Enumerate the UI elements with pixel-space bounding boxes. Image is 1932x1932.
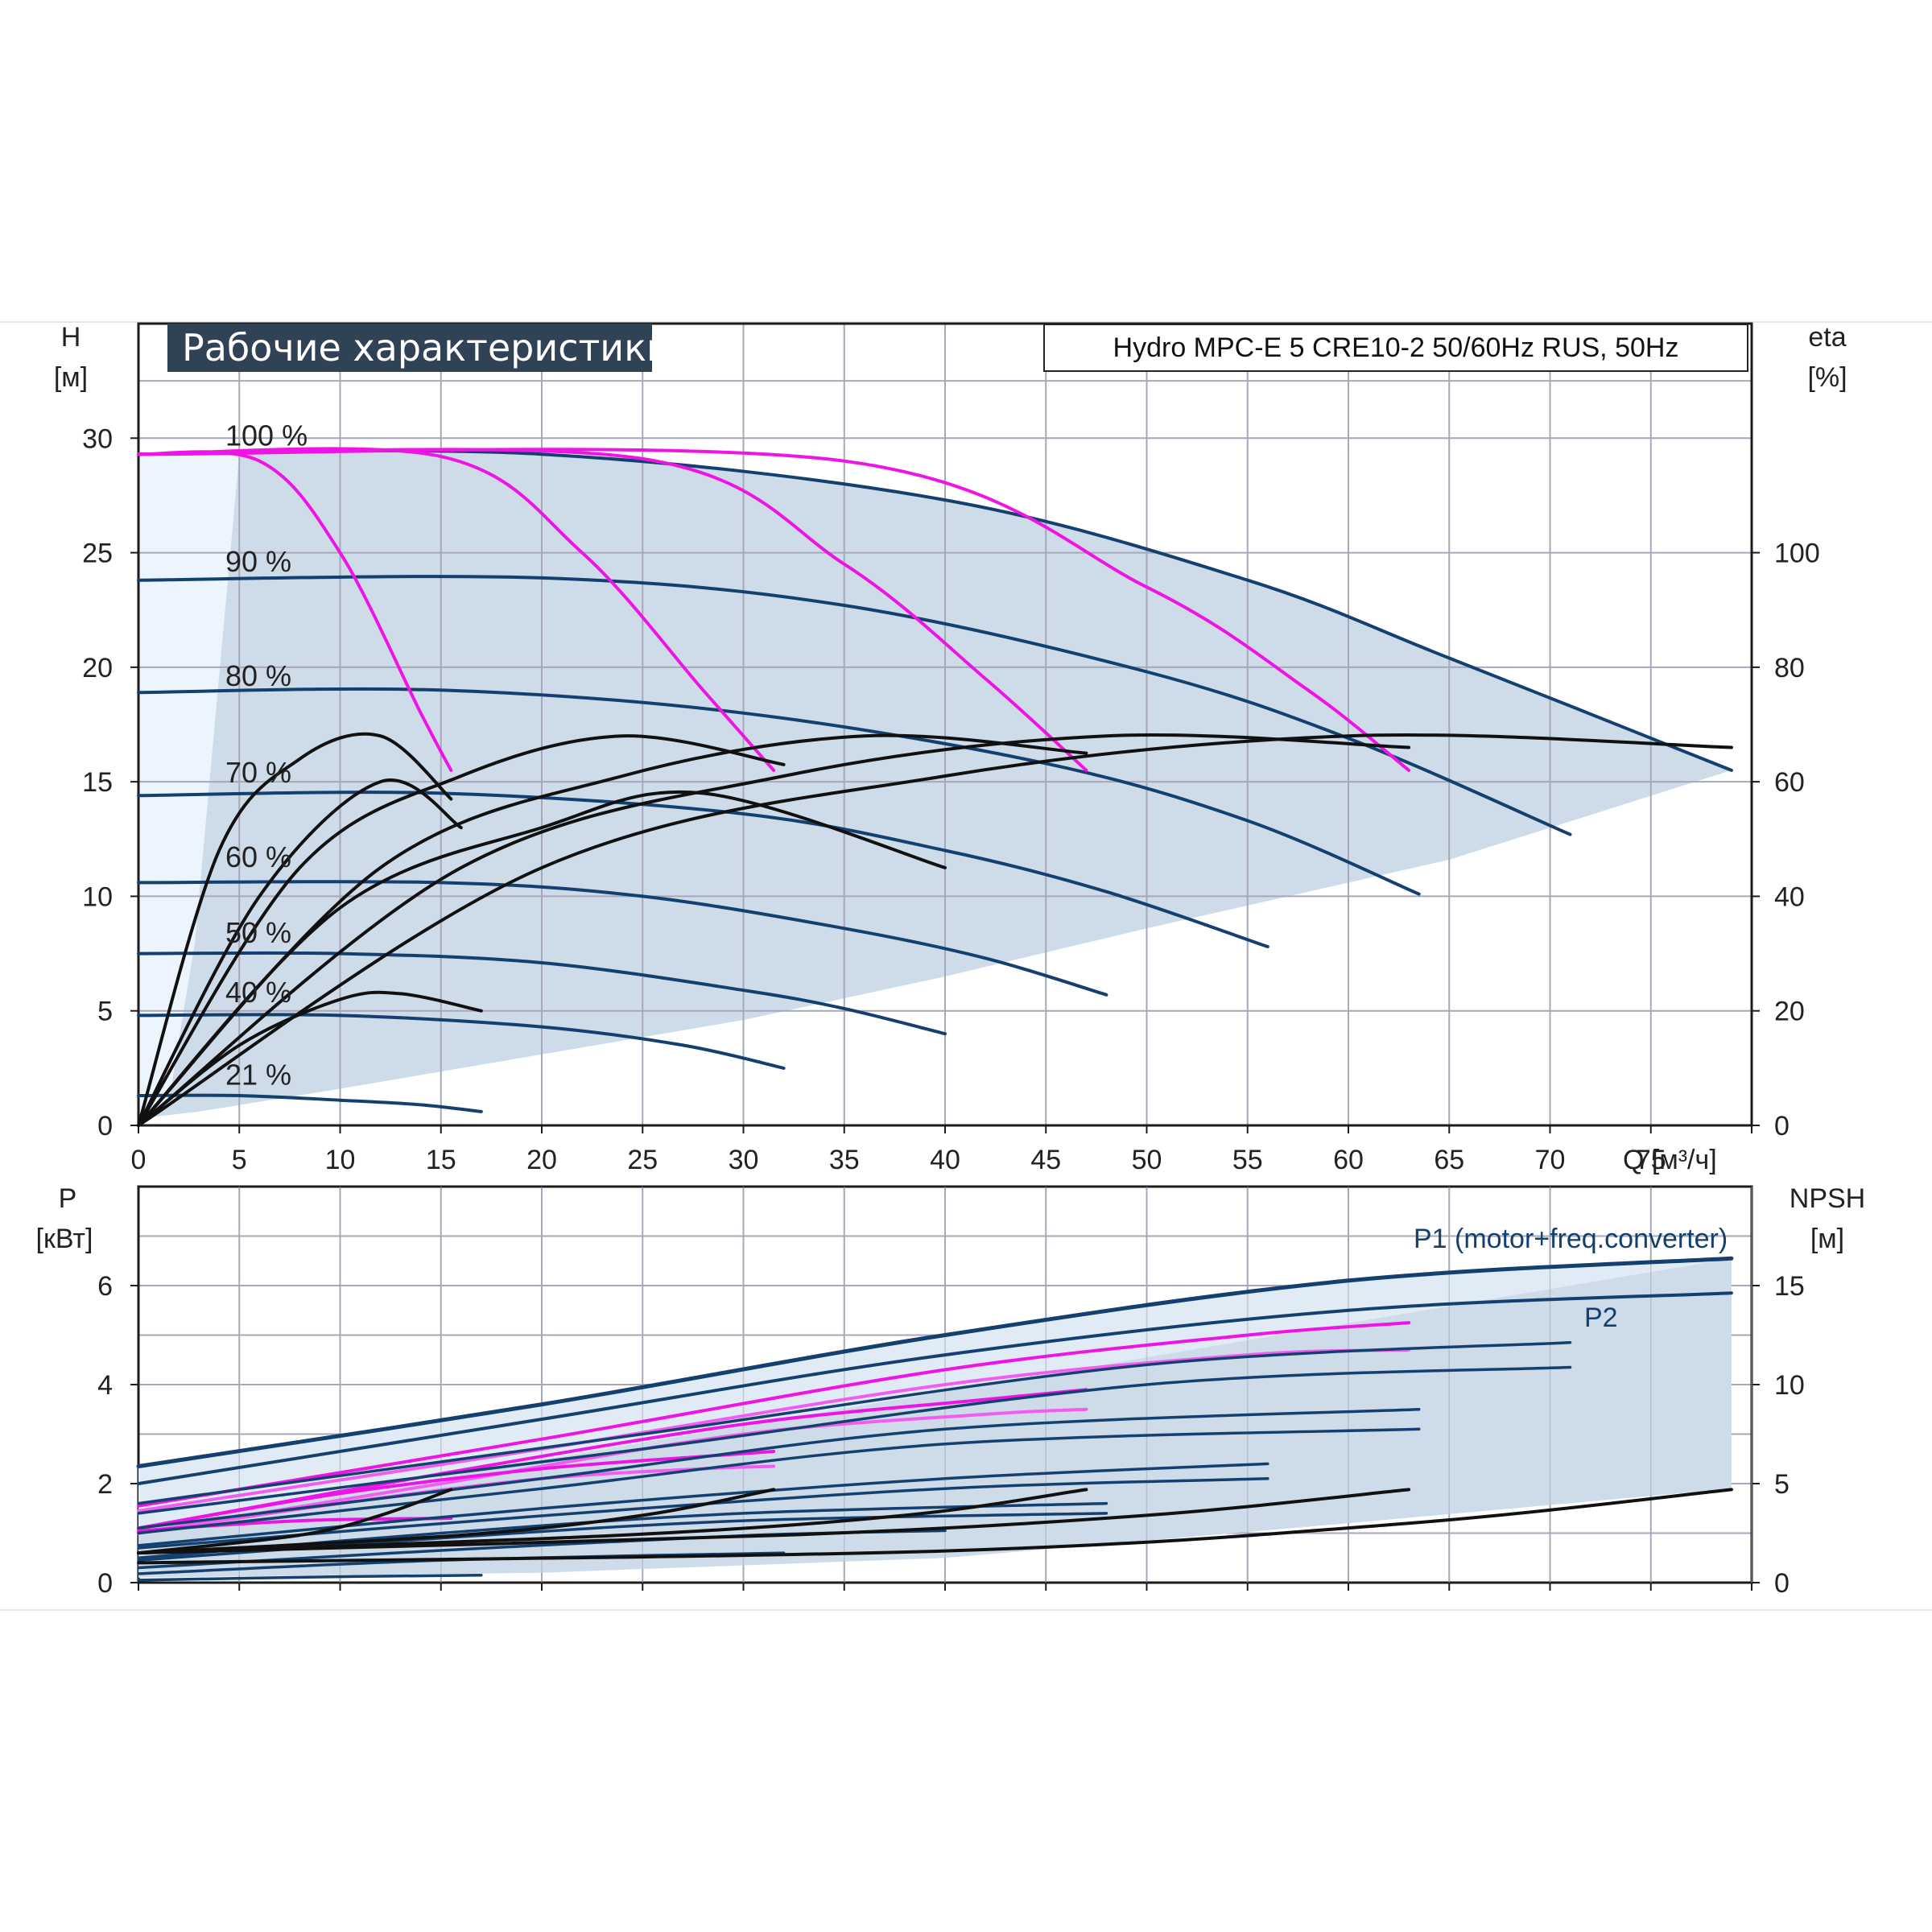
y2-tick-label: 0 xyxy=(1774,1111,1790,1141)
power-area-light xyxy=(138,1258,1732,1529)
x-tick-label: 45 xyxy=(1030,1145,1061,1175)
p-axis-unit: [кВт] xyxy=(36,1224,93,1254)
x-tick-label: 10 xyxy=(325,1145,356,1175)
head-curve xyxy=(137,880,1108,997)
power-curve xyxy=(137,1574,483,1582)
speed-label: 70 % xyxy=(225,756,291,789)
speed-label: 100 % xyxy=(225,419,308,452)
efficiency-curve xyxy=(137,734,786,1127)
p-tick-label: 2 xyxy=(97,1469,113,1500)
head-plot: 0 5 10 15 20 25 30 0 20 40 60 80 100 0 5 10 15 20 25 30 35 40… xyxy=(0,321,1932,1175)
power-curve xyxy=(137,1408,1421,1530)
npsh-tick-label: 10 xyxy=(1774,1370,1805,1401)
speed-label: 60 % xyxy=(225,840,291,873)
speed-label: 50 % xyxy=(225,916,291,949)
y2-tick-label: 80 xyxy=(1774,653,1805,683)
y-tick-label: 15 xyxy=(82,767,113,798)
efficiency-curve xyxy=(137,778,463,1127)
speed-label: 21 % xyxy=(225,1058,291,1091)
p-tick-label: 0 xyxy=(97,1568,113,1599)
efficiency-curve xyxy=(137,733,1733,1127)
y-tick-label: 25 xyxy=(82,539,113,569)
x-tick-label: 15 xyxy=(426,1145,456,1175)
y2-axis-unit: [%] xyxy=(1807,362,1847,393)
npsh-curve xyxy=(137,1488,776,1555)
npsh-curve xyxy=(137,1488,1411,1555)
speed-label: 90 % xyxy=(225,545,291,578)
y-tick-label: 20 xyxy=(82,653,113,683)
low-flow-area xyxy=(138,454,240,1114)
pump-count-curve xyxy=(137,447,776,772)
y2-axis-label: eta xyxy=(1808,322,1846,353)
model-label: Hydro MPC-E 5 CRE10-2 50/60Hz RUS, 50Hz xyxy=(1043,324,1748,372)
npsh-tick-label: 0 xyxy=(1774,1568,1790,1599)
operating-area xyxy=(138,450,1732,1119)
efficiency-curve xyxy=(137,733,1411,1127)
power-curve xyxy=(137,1348,1411,1513)
p-axis-label: P xyxy=(59,1183,77,1214)
y-tick-label: 5 xyxy=(97,997,113,1027)
y-axis-label: H xyxy=(61,322,81,353)
npsh-tick-label: 5 xyxy=(1774,1469,1790,1500)
power-curve xyxy=(137,1462,1269,1547)
y-tick-label: 10 xyxy=(82,881,113,912)
npsh-curve xyxy=(137,1488,453,1555)
power-plot: 0 2 4 6 0 5 10 15 P [кВт] NPSH [м] P1 (motor+freq.co… xyxy=(0,1183,1932,1611)
x-tick-label: 75 xyxy=(1636,1145,1666,1175)
y-tick-label: 30 xyxy=(82,423,113,454)
y2-tick-label: 100 xyxy=(1774,539,1820,569)
x-tick-label: 25 xyxy=(627,1145,658,1175)
head-curve xyxy=(137,687,1421,896)
efficiency-curve xyxy=(137,790,947,1127)
x-tick-label: 70 xyxy=(1535,1145,1566,1175)
p-tick-label: 6 xyxy=(97,1271,113,1302)
p-tick-label: 4 xyxy=(97,1370,113,1401)
x-tick-label: 60 xyxy=(1333,1145,1364,1175)
npsh-axis-unit: [м] xyxy=(1810,1224,1844,1254)
x-tick-label: 30 xyxy=(729,1145,759,1175)
x-tick-label: 35 xyxy=(829,1145,860,1175)
efficiency-curve xyxy=(137,990,483,1127)
chart-title: Рабочие характеристики xyxy=(167,324,671,372)
x-tick-label: 65 xyxy=(1434,1145,1464,1175)
y2-tick-label: 40 xyxy=(1774,881,1805,912)
speed-label: 80 % xyxy=(225,659,291,692)
pump-count-curve xyxy=(137,448,1411,772)
power-curve xyxy=(137,1321,1411,1508)
head-curve xyxy=(137,1013,786,1070)
y2-tick-label: 20 xyxy=(1774,997,1805,1027)
head-curve xyxy=(137,1093,483,1113)
efficiency-curve xyxy=(137,732,453,1127)
x-tick-label: 50 xyxy=(1132,1145,1162,1175)
x-tick-label: 40 xyxy=(930,1145,960,1175)
power-curve xyxy=(137,1365,1572,1515)
power-curve xyxy=(137,1340,1572,1505)
npsh-curve xyxy=(137,1488,1733,1565)
npsh-tick-label: 15 xyxy=(1774,1271,1805,1302)
x-axis-label: Q [м³/ч] xyxy=(1623,1145,1717,1175)
x-tick-label: 5 xyxy=(232,1145,247,1175)
x-tick-label: 0 xyxy=(131,1145,147,1175)
y2-tick-label: 60 xyxy=(1774,767,1805,798)
y-axis-unit: [м] xyxy=(54,362,88,393)
x-tick-label: 20 xyxy=(526,1145,557,1175)
y-tick-label: 0 xyxy=(97,1111,113,1141)
npsh-axis-label: NPSH xyxy=(1790,1183,1865,1214)
head-curve xyxy=(137,951,947,1036)
p1-series xyxy=(136,1256,1734,1468)
x-tick-label: 55 xyxy=(1232,1145,1263,1175)
power-curve xyxy=(137,1427,1421,1535)
legend-p2: P2 xyxy=(1584,1302,1618,1333)
p2-series xyxy=(137,1291,1733,1485)
legend-p1: P1 (motor+freq.converter) xyxy=(1414,1224,1728,1254)
speed-label: 40 % xyxy=(225,976,291,1009)
